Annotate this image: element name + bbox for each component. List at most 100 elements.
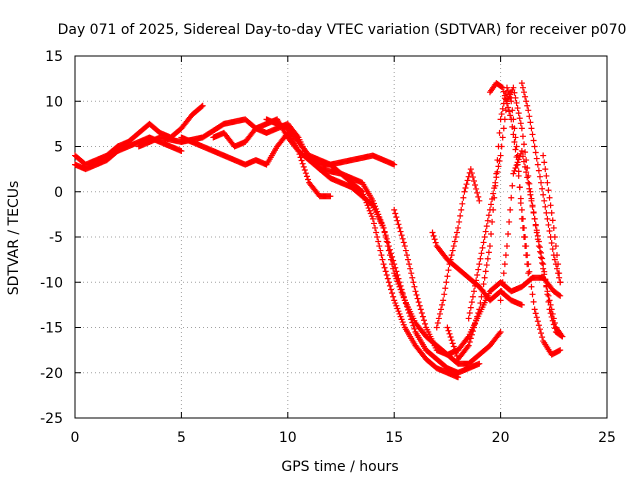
data-point <box>541 159 548 166</box>
series-sat-d <box>178 129 334 200</box>
data-point <box>527 276 534 283</box>
data-point <box>543 283 550 290</box>
data-point <box>419 313 426 320</box>
data-point <box>484 217 491 224</box>
data-point <box>547 301 554 308</box>
data-point <box>553 265 560 272</box>
data-point <box>548 209 555 216</box>
data-point <box>449 247 456 254</box>
data-point <box>440 297 447 304</box>
data-point <box>178 148 185 155</box>
data-point <box>551 325 558 332</box>
data-point <box>497 329 504 336</box>
series-sat-n <box>497 148 566 340</box>
data-point <box>502 252 509 259</box>
x-tick-label: 10 <box>279 430 297 446</box>
data-point <box>541 268 548 275</box>
data-point <box>476 197 483 204</box>
data-point <box>391 270 398 277</box>
data-point <box>522 163 529 170</box>
data-point <box>364 202 371 209</box>
data-point <box>533 227 540 234</box>
data-point <box>464 177 471 184</box>
data-point <box>392 210 399 217</box>
data-point <box>515 156 522 163</box>
data-point <box>526 185 533 192</box>
data-point <box>521 158 528 165</box>
data-point <box>517 195 524 202</box>
data-point <box>529 291 536 298</box>
data-point <box>542 203 549 210</box>
data-point <box>451 238 458 245</box>
data-point <box>382 234 389 240</box>
data-point <box>439 301 446 308</box>
data-point <box>386 252 393 259</box>
data-point <box>385 279 392 286</box>
data-point <box>455 224 462 231</box>
data-point <box>386 282 393 289</box>
data-point <box>557 347 564 354</box>
data-point <box>302 170 309 177</box>
data-point <box>389 261 396 268</box>
data-point <box>471 324 477 331</box>
y-tick-label: -20 <box>40 366 63 382</box>
data-point <box>395 281 402 288</box>
series-sat-m <box>486 80 564 358</box>
data-point <box>522 234 529 240</box>
data-point <box>523 243 530 250</box>
data-point <box>429 229 436 236</box>
data-point <box>393 275 400 282</box>
data-point <box>300 163 307 170</box>
data-point <box>391 206 398 213</box>
data-point <box>406 261 413 268</box>
data-point <box>377 216 384 223</box>
data-point <box>534 232 541 239</box>
data-point <box>396 310 403 317</box>
x-tick-labels: 0 5 10 15 20 25 <box>71 430 616 446</box>
y-tick-label: 0 <box>54 185 63 201</box>
data-point <box>467 304 474 311</box>
data-point <box>301 167 308 174</box>
data-point <box>460 194 467 201</box>
data-point <box>519 133 526 140</box>
data-point <box>539 255 546 262</box>
data-point <box>538 249 545 256</box>
data-point <box>483 223 490 230</box>
data-point <box>414 295 421 302</box>
data-point <box>484 255 491 262</box>
data-point <box>395 221 402 228</box>
data-point <box>474 313 481 320</box>
data-point <box>498 111 505 118</box>
data-point <box>461 188 468 195</box>
data-point <box>511 138 518 145</box>
data-point <box>521 224 528 231</box>
data-point <box>396 224 403 231</box>
data-point <box>384 243 391 250</box>
data-point <box>296 151 303 158</box>
data-point <box>370 200 377 207</box>
data-point <box>446 330 453 337</box>
data-point <box>486 206 493 213</box>
data-point <box>199 102 206 109</box>
data-point <box>521 141 528 148</box>
data-point <box>399 319 406 326</box>
data-point <box>369 215 376 222</box>
data-point <box>476 261 483 268</box>
data-point <box>463 181 470 188</box>
y-axis-label: SDTVAR / TECUs <box>6 181 22 296</box>
data-point <box>383 238 390 245</box>
data-point <box>505 230 512 237</box>
data-point <box>360 191 367 198</box>
data-point <box>418 310 425 317</box>
data-point <box>542 276 549 283</box>
data-point <box>457 212 464 219</box>
data-point <box>500 270 507 277</box>
data-point <box>403 252 410 259</box>
data-point <box>518 125 525 132</box>
data-point <box>297 154 304 161</box>
data-point <box>494 168 501 175</box>
data-point <box>507 206 514 213</box>
data-point <box>394 305 401 312</box>
data-point <box>395 308 402 315</box>
data-point <box>485 212 492 219</box>
